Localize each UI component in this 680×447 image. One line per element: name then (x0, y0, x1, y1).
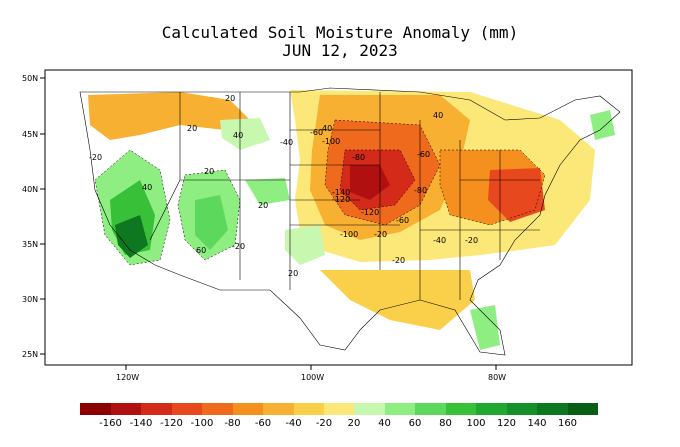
wet-region-montana (220, 118, 270, 150)
legend-label: -80 (224, 418, 241, 429)
us-outline (79, 87, 621, 356)
contour-label: -60 (417, 150, 430, 159)
contour-label: -20 (232, 242, 245, 251)
lon-label: 80W (488, 373, 506, 382)
contour-line (339, 149, 416, 211)
legend-swatch (445, 403, 476, 415)
contour-label: 20 (204, 167, 214, 176)
dry-region-south (320, 270, 475, 330)
contour-label: 40 (142, 183, 152, 192)
legend-label: 20 (347, 418, 361, 429)
wet-region-california-max (115, 215, 148, 258)
legend-label: 140 (527, 418, 547, 429)
contour-label: -40 (433, 236, 446, 245)
lat-label: 30N (22, 295, 38, 304)
contour-label: -120 (361, 208, 379, 217)
state-boundaries (79, 87, 621, 356)
legend-swatch (293, 403, 324, 415)
legend-swatch (567, 403, 598, 415)
contour-line (94, 149, 171, 266)
legend-swatch (537, 403, 568, 415)
legend-swatch (354, 403, 385, 415)
legend-label: 100 (466, 418, 486, 429)
contour-label: -80 (414, 186, 427, 195)
wet-region-rockies (245, 178, 290, 205)
contour-label: -100 (322, 137, 340, 146)
contour-label: 60 (196, 246, 206, 255)
contour-line (324, 119, 441, 226)
legend-swatch (324, 403, 355, 415)
map-title: Calculated Soil Moisture Anomaly (mm) (161, 23, 519, 42)
lat-label: 45N (22, 130, 38, 139)
legend-label: 80 (439, 418, 452, 429)
contour-label: -100 (340, 230, 358, 239)
legend-swatch (476, 403, 507, 415)
map-date: JUN 12, 2023 (282, 41, 398, 60)
legend-swatch (263, 403, 294, 415)
legend-label: -20 (315, 418, 333, 429)
contour-value-labels: 20 40 -20 -60 40 -100 -80 20 -60 20 40 -… (89, 94, 478, 278)
contour-label: 40 (322, 124, 332, 133)
lat-label: 35N (22, 240, 38, 249)
contour-label: 20 (225, 94, 235, 103)
contour-label: 20 (258, 201, 268, 210)
map-frame (44, 69, 633, 366)
legend-swatch (232, 403, 263, 415)
contour-label: -60 (310, 128, 323, 137)
legend-label: -140 (129, 418, 153, 429)
contour-line (177, 169, 241, 261)
dry-region-northwest (88, 92, 250, 140)
legend-swatch (110, 403, 141, 415)
contour-label: 20 (288, 269, 298, 278)
contour-label: -40 (280, 138, 293, 147)
wet-region-southwest-core (195, 195, 228, 250)
legend-swatch (415, 403, 446, 415)
contour-label: 40 (433, 111, 443, 120)
legend-label: -100 (190, 418, 214, 429)
legend-label: -160 (99, 418, 122, 429)
wet-region-maine (590, 110, 615, 140)
legend-swatch (384, 403, 415, 415)
legend-swatch (202, 403, 233, 415)
contour-line (439, 149, 546, 226)
lon-label: 120W (116, 373, 139, 382)
wet-region-texas (285, 225, 325, 265)
legend-swatch (80, 403, 111, 415)
legend-label: 40 (378, 418, 391, 429)
contour-label: -80 (352, 153, 365, 162)
contour-label: -20 (89, 153, 102, 162)
wet-region-florida (470, 305, 500, 350)
state-line (149, 179, 181, 241)
contour-label: 20 (187, 124, 197, 133)
contour-lines (94, 119, 546, 266)
legend-swatch (506, 403, 537, 415)
lat-label: 25N (22, 350, 38, 359)
contour-label: -140 (332, 188, 350, 197)
lat-label: 50N (22, 74, 38, 83)
legend-label: 60 (408, 418, 422, 429)
legend-label: -40 (285, 418, 302, 429)
anomaly-regions (88, 90, 615, 350)
lat-label: 40N (22, 185, 38, 194)
contour-label: -60 (396, 216, 409, 225)
legend-label: 160 (557, 418, 578, 429)
legend-label: -120 (160, 418, 183, 429)
lat-axis: 50N 45N 40N 35N 30N 25N (22, 74, 45, 359)
legend-swatch (171, 403, 202, 415)
contour-label: -120 (332, 195, 350, 204)
legend-swatch (141, 403, 172, 415)
contour-label: -20 (392, 256, 405, 265)
lon-axis: 120W 100W 80W (116, 365, 506, 382)
contour-label: 40 (233, 131, 243, 140)
contour-label: -20 (374, 230, 387, 239)
legend-label: 120 (496, 418, 517, 429)
dry-region-east (488, 168, 545, 222)
lon-label: 100W (301, 373, 324, 382)
contour-label: -20 (465, 236, 478, 245)
legend-label: -60 (254, 418, 272, 429)
